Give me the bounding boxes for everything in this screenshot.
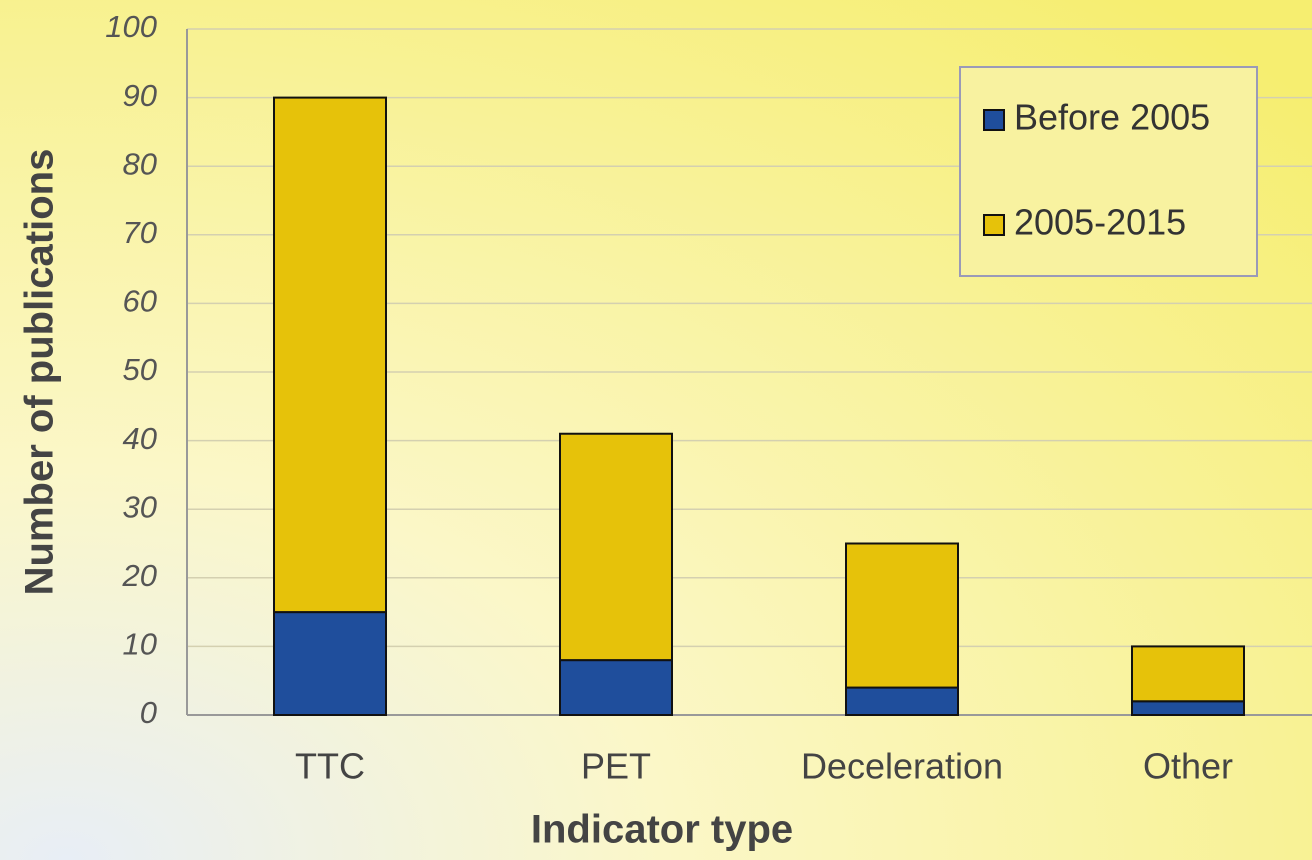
legend-box bbox=[959, 66, 1258, 277]
x-tick-label: PET bbox=[581, 746, 651, 787]
y-tick-label: 0 bbox=[140, 695, 157, 730]
bar-segment bbox=[1131, 645, 1245, 703]
x-axis-title: Indicator type bbox=[531, 808, 793, 852]
x-tick-label: Deceleration bbox=[801, 746, 1003, 787]
legend-label: 2005-2015 bbox=[1014, 202, 1186, 243]
bar-segment bbox=[1131, 700, 1245, 717]
y-tick-label: 40 bbox=[123, 421, 157, 456]
y-tick-label: 100 bbox=[105, 9, 157, 44]
y-tick-label: 60 bbox=[123, 284, 157, 319]
x-tick-label: TTC bbox=[295, 746, 365, 787]
bar-segment bbox=[845, 686, 959, 716]
bar-segment bbox=[273, 96, 387, 614]
x-tick-label: Other bbox=[1143, 746, 1233, 787]
y-tick-label: 70 bbox=[123, 215, 157, 250]
y-tick-label: 10 bbox=[123, 627, 157, 662]
y-tick-label: 80 bbox=[123, 146, 157, 181]
bar-segment bbox=[559, 659, 673, 716]
legend-swatch bbox=[983, 109, 1005, 131]
y-tick-label: 30 bbox=[123, 489, 157, 524]
y-tick-label: 90 bbox=[123, 78, 157, 113]
bar-segment bbox=[273, 611, 387, 716]
y-tick-label: 50 bbox=[123, 352, 157, 387]
y-axis-title: Number of publications bbox=[18, 149, 62, 596]
legend-swatch bbox=[983, 214, 1005, 236]
bar-segment bbox=[845, 542, 959, 689]
bar-segment bbox=[559, 432, 673, 662]
legend-label: Before 2005 bbox=[1014, 97, 1210, 138]
y-tick-label: 20 bbox=[122, 558, 157, 593]
